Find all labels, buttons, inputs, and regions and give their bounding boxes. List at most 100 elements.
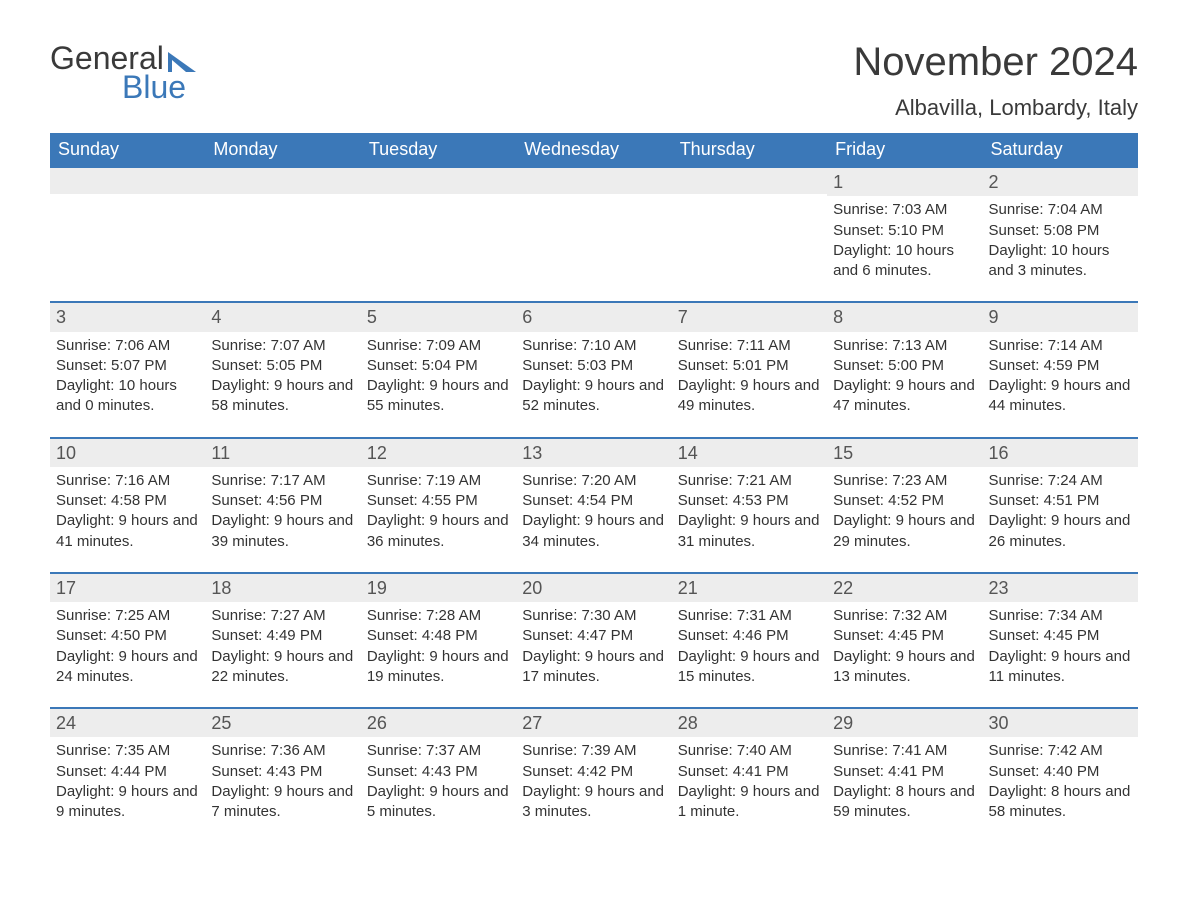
- sunset-text: Sunset: 5:08 PM: [989, 221, 1132, 241]
- daylight-text: Daylight: 9 hours and 13 minutes.: [833, 647, 976, 688]
- day-number: 12: [361, 439, 516, 467]
- daylight-text: Daylight: 9 hours and 39 minutes.: [211, 511, 354, 552]
- daylight-text: Daylight: 10 hours and 0 minutes.: [56, 376, 199, 417]
- day-number: [361, 168, 516, 194]
- location-subtitle: Albavilla, Lombardy, Italy: [853, 95, 1138, 121]
- sunrise-text: Sunrise: 7:24 AM: [989, 471, 1132, 491]
- day-cell: 18Sunrise: 7:27 AMSunset: 4:49 PMDayligh…: [205, 574, 360, 707]
- day-number: 21: [672, 574, 827, 602]
- day-number: 11: [205, 439, 360, 467]
- day-number: 1: [827, 168, 982, 196]
- daylight-text: Daylight: 8 hours and 59 minutes.: [833, 782, 976, 823]
- day-cell: [672, 168, 827, 301]
- day-cell: 30Sunrise: 7:42 AMSunset: 4:40 PMDayligh…: [983, 709, 1138, 842]
- sunrise-text: Sunrise: 7:03 AM: [833, 200, 976, 220]
- day-cell: 20Sunrise: 7:30 AMSunset: 4:47 PMDayligh…: [516, 574, 671, 707]
- weekday-cell: Wednesday: [516, 133, 671, 166]
- daylight-text: Daylight: 9 hours and 7 minutes.: [211, 782, 354, 823]
- sunset-text: Sunset: 4:50 PM: [56, 626, 199, 646]
- day-number: 30: [983, 709, 1138, 737]
- day-number: [205, 168, 360, 194]
- sunset-text: Sunset: 4:59 PM: [989, 356, 1132, 376]
- sunrise-text: Sunrise: 7:23 AM: [833, 471, 976, 491]
- daylight-text: Daylight: 10 hours and 3 minutes.: [989, 241, 1132, 282]
- day-cell: [205, 168, 360, 301]
- sunrise-text: Sunrise: 7:40 AM: [678, 741, 821, 761]
- sunrise-text: Sunrise: 7:06 AM: [56, 336, 199, 356]
- daylight-text: Daylight: 9 hours and 52 minutes.: [522, 376, 665, 417]
- sunset-text: Sunset: 4:41 PM: [833, 762, 976, 782]
- day-cell: 15Sunrise: 7:23 AMSunset: 4:52 PMDayligh…: [827, 439, 982, 572]
- daylight-text: Daylight: 9 hours and 19 minutes.: [367, 647, 510, 688]
- daylight-text: Daylight: 9 hours and 24 minutes.: [56, 647, 199, 688]
- weekday-cell: Thursday: [672, 133, 827, 166]
- sunset-text: Sunset: 4:49 PM: [211, 626, 354, 646]
- sunrise-text: Sunrise: 7:35 AM: [56, 741, 199, 761]
- sunrise-text: Sunrise: 7:30 AM: [522, 606, 665, 626]
- day-number: 16: [983, 439, 1138, 467]
- day-cell: 8Sunrise: 7:13 AMSunset: 5:00 PMDaylight…: [827, 303, 982, 436]
- calendar: Sunday Monday Tuesday Wednesday Thursday…: [50, 133, 1138, 842]
- sunrise-text: Sunrise: 7:16 AM: [56, 471, 199, 491]
- day-cell: 9Sunrise: 7:14 AMSunset: 4:59 PMDaylight…: [983, 303, 1138, 436]
- month-title: November 2024: [853, 40, 1138, 85]
- day-number: [516, 168, 671, 194]
- sunrise-text: Sunrise: 7:34 AM: [989, 606, 1132, 626]
- sunset-text: Sunset: 4:42 PM: [522, 762, 665, 782]
- sunrise-text: Sunrise: 7:14 AM: [989, 336, 1132, 356]
- week-row: 3Sunrise: 7:06 AMSunset: 5:07 PMDaylight…: [50, 301, 1138, 436]
- daylight-text: Daylight: 9 hours and 9 minutes.: [56, 782, 199, 823]
- sunrise-text: Sunrise: 7:04 AM: [989, 200, 1132, 220]
- day-cell: 24 Sunrise: 7:35 AMSunset: 4:44 PMDayligh…: [50, 709, 205, 842]
- weekday-cell: Tuesday: [361, 133, 516, 166]
- logo-text-blue: Blue: [122, 69, 186, 106]
- sunrise-text: Sunrise: 7:31 AM: [678, 606, 821, 626]
- day-cell: [516, 168, 671, 301]
- weekday-cell: Sunday: [50, 133, 205, 166]
- daylight-text: Daylight: 9 hours and 41 minutes.: [56, 511, 199, 552]
- daylight-text: Daylight: 9 hours and 58 minutes.: [211, 376, 354, 417]
- day-cell: 28Sunrise: 7:40 AMSunset: 4:41 PMDayligh…: [672, 709, 827, 842]
- daylight-text: Daylight: 9 hours and 36 minutes.: [367, 511, 510, 552]
- day-number: 20: [516, 574, 671, 602]
- day-number: 7: [672, 303, 827, 331]
- daylight-text: Daylight: 8 hours and 58 minutes.: [989, 782, 1132, 823]
- sunset-text: Sunset: 5:00 PM: [833, 356, 976, 376]
- sunset-text: Sunset: 4:44 PM: [56, 762, 199, 782]
- sunset-text: Sunset: 4:51 PM: [989, 491, 1132, 511]
- sunset-text: Sunset: 5:05 PM: [211, 356, 354, 376]
- day-cell: 26Sunrise: 7:37 AMSunset: 4:43 PMDayligh…: [361, 709, 516, 842]
- day-cell: 11Sunrise: 7:17 AMSunset: 4:56 PMDayligh…: [205, 439, 360, 572]
- sunset-text: Sunset: 5:01 PM: [678, 356, 821, 376]
- weekday-cell: Monday: [205, 133, 360, 166]
- day-number: 2: [983, 168, 1138, 196]
- day-number: 23: [983, 574, 1138, 602]
- title-block: November 2024 Albavilla, Lombardy, Italy: [853, 40, 1138, 121]
- sunrise-text: Sunrise: 7:13 AM: [833, 336, 976, 356]
- daylight-text: Daylight: 9 hours and 29 minutes.: [833, 511, 976, 552]
- sunset-text: Sunset: 4:45 PM: [989, 626, 1132, 646]
- sunset-text: Sunset: 4:48 PM: [367, 626, 510, 646]
- sunset-text: Sunset: 4:47 PM: [522, 626, 665, 646]
- day-number: 24: [50, 709, 205, 737]
- day-number: 4: [205, 303, 360, 331]
- daylight-text: Daylight: 9 hours and 55 minutes.: [367, 376, 510, 417]
- daylight-text: Daylight: 9 hours and 49 minutes.: [678, 376, 821, 417]
- day-number: 27: [516, 709, 671, 737]
- weekday-cell: Saturday: [983, 133, 1138, 166]
- day-number: 9: [983, 303, 1138, 331]
- sunset-text: Sunset: 4:43 PM: [367, 762, 510, 782]
- day-cell: 7Sunrise: 7:11 AMSunset: 5:01 PMDaylight…: [672, 303, 827, 436]
- sunset-text: Sunset: 4:40 PM: [989, 762, 1132, 782]
- day-cell: 2 Sunrise: 7:04 AMSunset: 5:08 PMDaylight…: [983, 168, 1138, 301]
- header: General Blue November 2024 Albavilla, Lo…: [50, 40, 1138, 121]
- day-number: 5: [361, 303, 516, 331]
- day-cell: 27Sunrise: 7:39 AMSunset: 4:42 PMDayligh…: [516, 709, 671, 842]
- day-number: 18: [205, 574, 360, 602]
- daylight-text: Daylight: 10 hours and 6 minutes.: [833, 241, 976, 282]
- day-cell: 29Sunrise: 7:41 AMSunset: 4:41 PMDayligh…: [827, 709, 982, 842]
- day-number: 3: [50, 303, 205, 331]
- weeks-container: 1Sunrise: 7:03 AMSunset: 5:10 PMDaylight…: [50, 166, 1138, 842]
- day-number: [50, 168, 205, 194]
- daylight-text: Daylight: 9 hours and 22 minutes.: [211, 647, 354, 688]
